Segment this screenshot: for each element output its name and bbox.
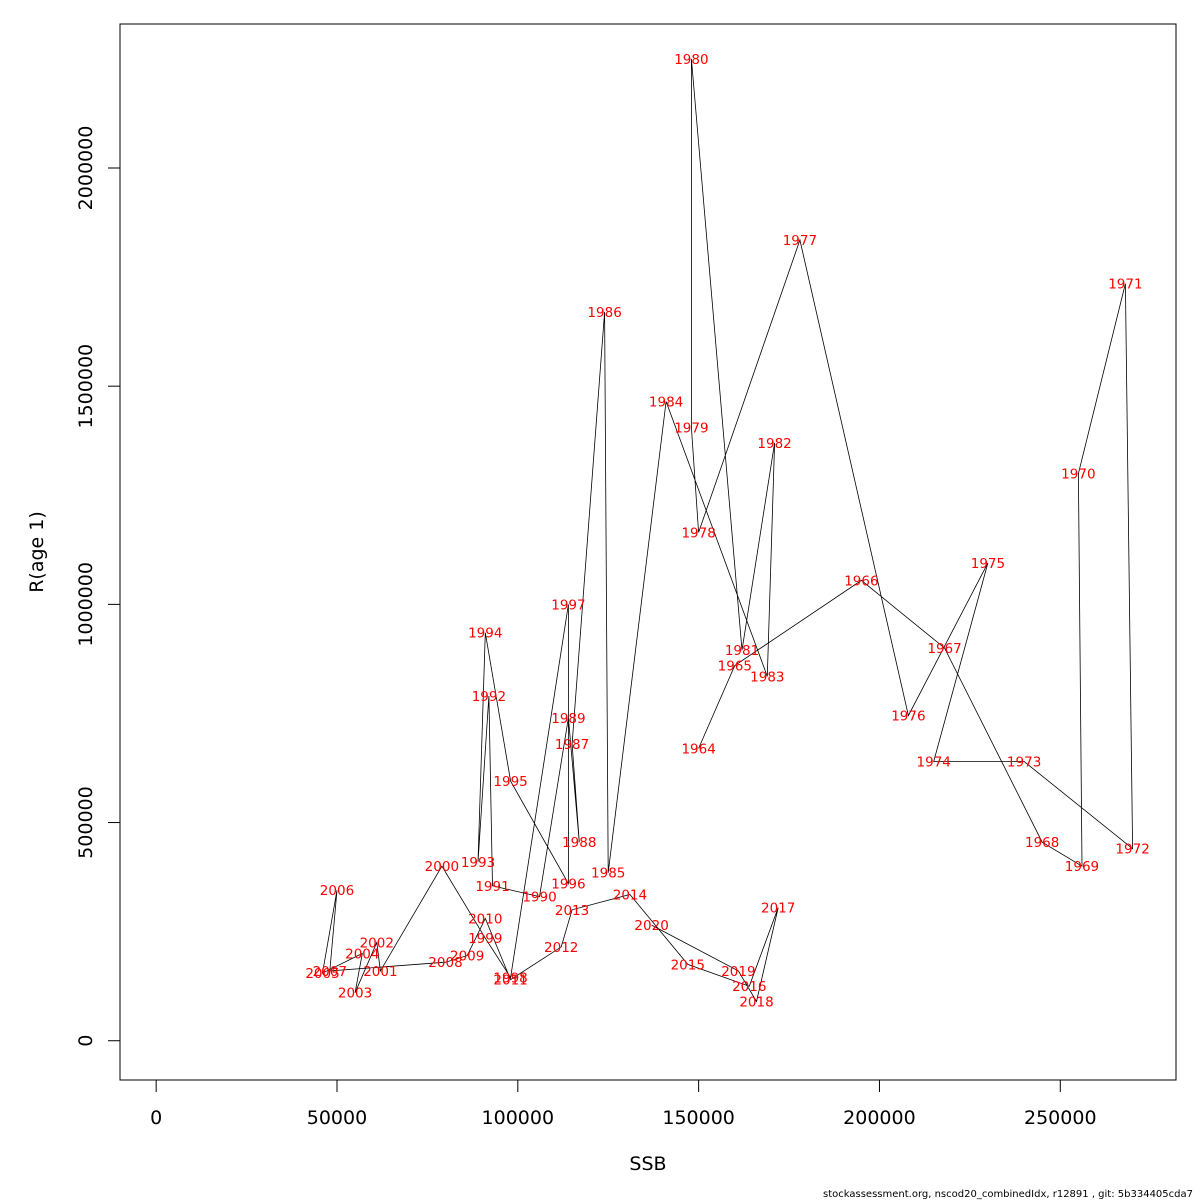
year-label-1989: 1989 [551, 711, 585, 727]
year-label-2020: 2020 [634, 918, 668, 934]
year-label-2016: 2016 [732, 979, 766, 995]
year-label-1981: 1981 [725, 643, 759, 659]
year-label-1969: 1969 [1065, 859, 1099, 875]
x-tick-label: 50000 [307, 1107, 367, 1129]
year-label-1998: 1998 [493, 970, 527, 986]
year-label-2011: 2011 [493, 973, 527, 989]
year-label-1975: 1975 [971, 556, 1005, 572]
year-label-1977: 1977 [783, 233, 817, 249]
year-label-1976: 1976 [891, 709, 925, 725]
year-label-1980: 1980 [674, 52, 708, 68]
year-label-1986: 1986 [587, 305, 621, 321]
year-label-1967: 1967 [927, 641, 961, 657]
x-tick-label: 150000 [662, 1107, 735, 1129]
year-label-1988: 1988 [562, 835, 596, 851]
footer-credit: stockassessment.org, nscod20_combinedIdx… [823, 1189, 1193, 1200]
y-axis-title: R(age 1) [26, 511, 48, 593]
y-tick-label: 500000 [75, 786, 97, 859]
year-label-1979: 1979 [674, 421, 708, 437]
year-label-1994: 1994 [468, 626, 502, 642]
year-label-2007: 2007 [313, 964, 347, 980]
year-label-1995: 1995 [493, 774, 527, 790]
year-label-1982: 1982 [757, 436, 791, 452]
year-label-1991: 1991 [475, 879, 509, 895]
year-label-2005: 2005 [305, 966, 339, 982]
year-label-2000: 2000 [425, 859, 459, 875]
year-label-2006: 2006 [320, 883, 354, 899]
year-label-1992: 1992 [472, 689, 506, 705]
year-label-1971: 1971 [1108, 277, 1142, 293]
x-tick-label: 250000 [1024, 1107, 1097, 1129]
year-label-2010: 2010 [468, 912, 502, 928]
year-label-1964: 1964 [681, 741, 715, 757]
year-label-2017: 2017 [761, 901, 795, 917]
year-label-2018: 2018 [739, 994, 773, 1010]
year-label-2015: 2015 [671, 957, 705, 973]
year-label-1972: 1972 [1115, 842, 1149, 858]
year-label-1965: 1965 [718, 658, 752, 674]
y-axis: 0 500000 1000000 1500000 2000000 [75, 126, 121, 1047]
year-labels: 1964 1965 1966 1967 1968 1969 1970 1971 1972 1973… [305, 52, 1149, 1011]
ssb-recruitment-trajectory-line [321, 58, 1134, 1003]
x-tick-label: 0 [150, 1107, 162, 1129]
year-label-2003: 2003 [338, 986, 372, 1002]
year-label-1999: 1999 [468, 931, 502, 947]
year-label-1984: 1984 [649, 394, 683, 410]
year-label-2008: 2008 [428, 955, 462, 971]
year-label-2019: 2019 [721, 964, 755, 980]
year-label-2001: 2001 [363, 964, 397, 980]
year-label-2014: 2014 [613, 888, 647, 904]
year-label-1973: 1973 [1007, 754, 1041, 770]
x-tick-label: 100000 [482, 1107, 555, 1129]
year-label-1990: 1990 [522, 890, 556, 906]
x-axis-title: SSB [629, 1153, 666, 1175]
x-tick-label: 200000 [843, 1107, 916, 1129]
year-label-1997: 1997 [551, 597, 585, 613]
year-label-2009: 2009 [450, 949, 484, 965]
y-tick-label: 2000000 [75, 126, 97, 211]
year-label-2013: 2013 [555, 903, 589, 919]
year-label-1993: 1993 [461, 855, 495, 871]
year-label-1996: 1996 [551, 877, 585, 893]
year-label-1968: 1968 [1025, 835, 1059, 851]
year-label-1978: 1978 [681, 525, 715, 541]
y-tick-label: 0 [75, 1035, 97, 1047]
y-tick-label: 1000000 [75, 562, 97, 647]
year-label-2012: 2012 [544, 940, 578, 956]
year-label-2004: 2004 [345, 946, 379, 962]
year-label-2002: 2002 [360, 936, 394, 952]
year-label-1983: 1983 [750, 669, 784, 685]
year-label-1974: 1974 [917, 754, 951, 770]
year-label-1970: 1970 [1061, 466, 1095, 482]
x-axis: 0 50000 100000 150000 200000 250000 [150, 1079, 1097, 1129]
year-label-1987: 1987 [555, 737, 589, 753]
year-label-1985: 1985 [591, 866, 625, 882]
y-tick-label: 1500000 [75, 344, 97, 429]
year-label-1966: 1966 [844, 573, 878, 589]
